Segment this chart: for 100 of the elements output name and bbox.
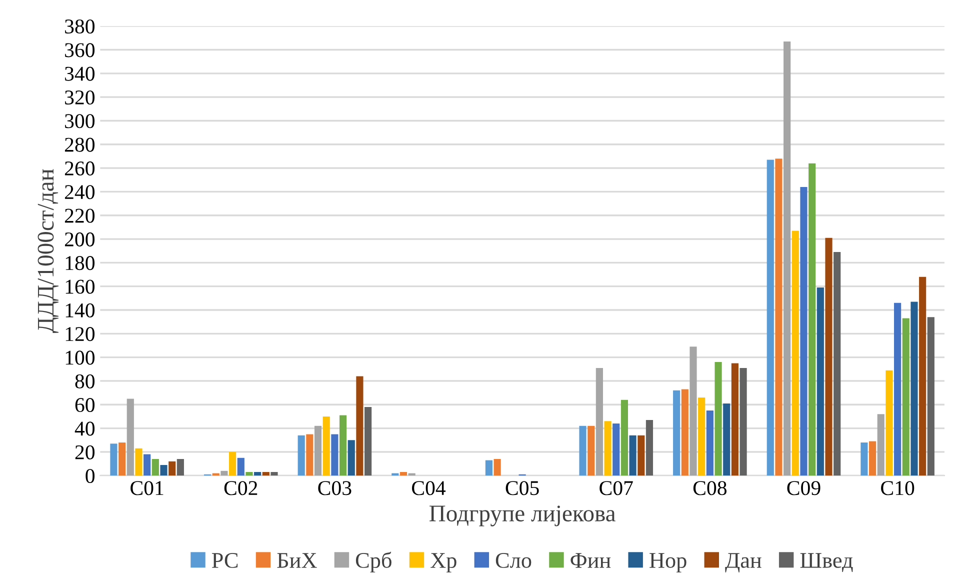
y-tick-label: 100	[66, 350, 95, 365]
bar	[673, 390, 680, 476]
bar	[262, 472, 270, 476]
bar	[176, 459, 184, 476]
bar	[306, 434, 314, 476]
legend-label: Фин	[570, 553, 611, 568]
bar	[254, 472, 262, 476]
bar	[339, 415, 347, 476]
bar	[646, 420, 654, 476]
y-tick-label: 160	[66, 280, 95, 294]
bar	[868, 441, 876, 476]
y-tick-label: 380	[65, 19, 95, 34]
bar	[902, 318, 910, 476]
bar	[596, 368, 603, 476]
bar	[270, 472, 278, 476]
bar	[356, 376, 364, 476]
x-tick-label: C09	[787, 481, 820, 496]
bar	[314, 426, 322, 476]
bar	[408, 473, 416, 476]
bar	[620, 400, 628, 476]
bar	[877, 414, 884, 476]
bar	[494, 459, 501, 476]
bar	[348, 440, 355, 476]
x-tick-label: C03	[318, 481, 352, 496]
x-tick-label: C07	[600, 481, 633, 496]
y-tick-label: 120	[66, 327, 95, 342]
bar	[400, 472, 408, 476]
y-tick-label: 20	[75, 445, 95, 460]
bar	[698, 398, 706, 476]
bar	[919, 276, 926, 476]
y-axis-title: ДДД/1000ст/дан	[38, 169, 59, 333]
legend-label: Срб	[356, 552, 392, 572]
y-tick-label: 260	[64, 161, 95, 176]
bar	[910, 302, 918, 476]
bar	[364, 406, 372, 476]
legend-label: РС	[212, 552, 238, 568]
x-tick-label: C02	[224, 481, 258, 496]
bar	[834, 252, 841, 476]
y-tick-label: 0	[86, 468, 95, 484]
y-tick-label: 180	[66, 256, 95, 270]
y-tick-label: 40	[74, 422, 95, 436]
bar	[860, 442, 868, 476]
bar	[160, 464, 168, 476]
bar	[135, 448, 142, 476]
bar	[126, 398, 134, 476]
bar	[775, 158, 782, 476]
bar	[110, 444, 118, 476]
bar	[784, 41, 791, 476]
bar	[723, 403, 730, 476]
legend-label: БиХ	[277, 553, 317, 568]
x-tick-label: C05	[506, 481, 539, 496]
bar	[800, 186, 808, 476]
legend-label: Дан	[725, 553, 762, 572]
bar	[886, 370, 893, 476]
bar	[612, 424, 620, 476]
bar	[579, 426, 586, 476]
bar	[322, 416, 330, 476]
y-tick-label: 300	[65, 114, 95, 128]
bar	[766, 160, 774, 476]
bar	[331, 434, 338, 476]
bar	[588, 426, 595, 476]
bar	[220, 470, 228, 476]
bar	[152, 459, 159, 476]
x-tick-label: C08	[693, 481, 727, 496]
bar	[681, 389, 688, 476]
bar	[392, 473, 399, 476]
bar	[168, 461, 176, 476]
bar	[144, 454, 151, 476]
bar	[792, 230, 799, 476]
x-tick-label: C01	[130, 481, 164, 496]
legend-label: Швед	[800, 553, 853, 572]
y-tick-label: 360	[65, 43, 95, 58]
y-tick-label: 60	[75, 398, 95, 412]
bar	[731, 363, 738, 476]
y-tick-label: 80	[75, 374, 95, 388]
legend-label: Нор	[650, 553, 686, 572]
y-tick-label: 320	[65, 90, 95, 105]
y-tick-label: 220	[64, 208, 95, 223]
bar	[706, 410, 714, 476]
bar	[740, 368, 747, 476]
bar	[629, 435, 636, 476]
bar	[485, 460, 493, 476]
y-tick-label: 340	[65, 66, 95, 81]
bar	[638, 435, 645, 476]
y-tick-label: 280	[64, 138, 95, 152]
bar	[825, 238, 832, 476]
bar	[246, 472, 253, 476]
y-tick-label: 140	[66, 303, 95, 318]
bar	[298, 435, 305, 476]
bar	[237, 458, 244, 476]
legend-label: Хр	[430, 553, 456, 572]
bar	[118, 442, 126, 476]
bar	[927, 317, 934, 476]
legend-label: Сло	[496, 552, 532, 568]
bar	[894, 302, 902, 476]
bar	[690, 346, 697, 476]
x-tick-label: C10	[881, 481, 914, 496]
y-tick-label: 200	[64, 232, 95, 246]
bar	[816, 288, 824, 476]
bar	[604, 421, 612, 476]
